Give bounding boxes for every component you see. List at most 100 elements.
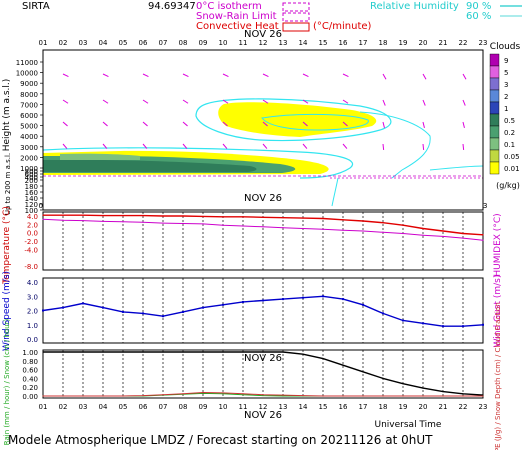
data-point — [442, 230, 444, 232]
wind-arrow — [422, 73, 427, 80]
hour-tick-label: 08 — [179, 39, 188, 47]
height-tick-label: 2000 — [20, 154, 38, 162]
y-tick-label: 0.20 — [22, 384, 38, 392]
hour-tick-label: 18 — [379, 403, 388, 411]
data-point — [482, 394, 484, 396]
y-tick-label: 1.0 — [27, 322, 38, 330]
rh-contour-low-stem — [331, 177, 339, 207]
data-point — [482, 239, 484, 241]
data-point — [262, 394, 264, 396]
rh-contour-upper-inner — [261, 113, 369, 131]
forecast-title: Modele Atmospherique LMDZ / Forecast sta… — [8, 433, 433, 447]
data-point — [122, 395, 124, 397]
cloud-scale-swatch — [489, 137, 500, 151]
y-tick-label: 2.0 — [27, 221, 38, 229]
data-point — [402, 383, 404, 385]
rh-contour-right — [359, 111, 431, 179]
height-tick-label: 3000 — [20, 144, 38, 152]
data-point — [42, 214, 44, 216]
wind-arrow — [462, 143, 465, 151]
height-tick-label: 8000 — [20, 91, 38, 99]
wind-speed-marker — [442, 325, 444, 328]
legend-snow-rain-label: Snow-Rain Limit — [196, 11, 277, 22]
cloud-scale-swatch — [489, 89, 500, 103]
wind-arrow — [302, 121, 308, 127]
hour-tick-label: 23 — [479, 39, 488, 47]
data-point — [202, 215, 204, 218]
upper-cloud-layer — [218, 102, 377, 137]
data-point — [62, 351, 64, 353]
data-point — [382, 377, 384, 379]
y-tick-label: -8.0 — [24, 263, 38, 271]
hour-tick-label: 16 — [339, 403, 348, 411]
data-point — [262, 226, 264, 228]
date-label-mid: NOV 26 — [244, 193, 282, 204]
data-point — [202, 223, 204, 225]
data-point — [422, 395, 424, 397]
hour-tick-label: 10 — [219, 39, 228, 47]
data-point — [62, 219, 64, 221]
wind-arrow — [342, 121, 348, 127]
height-tick-label: 1000 — [20, 165, 38, 173]
hour-tick-label: 20 — [419, 39, 428, 47]
y-tick-label: 1.00 — [22, 349, 38, 357]
cloud-section-panel: NOV 26 — [42, 49, 484, 211]
data-point — [342, 395, 344, 397]
wind-speed-marker — [142, 312, 144, 315]
legend-rh-90-label: 90 % — [466, 1, 491, 12]
hour-tick-label: 22 — [459, 403, 468, 411]
data-point — [222, 351, 224, 353]
rh-contour-tail — [429, 165, 484, 171]
data-point — [102, 220, 104, 223]
legend-rh-60-label: 60 % — [466, 11, 491, 22]
data-point — [442, 391, 444, 393]
wind-arrow — [422, 143, 425, 151]
wind-speed-marker — [362, 303, 364, 306]
data-point — [322, 228, 324, 230]
cloud-scale-label: 0.1 — [504, 141, 515, 149]
y-tick-label: 3.0 — [27, 293, 38, 301]
data-point — [82, 214, 84, 216]
wind-arrow — [222, 121, 228, 127]
hour-tick-label: 03 — [79, 403, 88, 411]
data-point — [322, 358, 324, 360]
site-label: SIRTA — [22, 1, 50, 12]
wind-arrow — [342, 143, 348, 149]
wind-speed-marker — [62, 306, 64, 309]
wind-arrow — [142, 99, 149, 104]
data-point — [122, 351, 124, 353]
wind-panel: 4.0 3.0 2.0 1.0 0.0 — [27, 278, 484, 344]
universal-time-label: Universal Time — [375, 420, 442, 430]
data-point — [402, 232, 404, 235]
hour-labels-top: 01 02 03 04 05 06 07 08 09 10 11 12 13 14 15 16 17 18 19 20… — [39, 39, 488, 47]
height-tick-label: 200 — [25, 177, 38, 185]
wind-arrow — [182, 99, 189, 104]
data-point — [342, 364, 344, 366]
wind-arrow — [462, 99, 466, 106]
wind-speed-marker — [162, 315, 164, 318]
wind-speed-marker — [182, 310, 184, 313]
wind-arrow — [382, 99, 386, 106]
height-axis-label: Height (m a.s.l.) — [2, 79, 12, 152]
height-tick-label: 180 — [25, 183, 38, 191]
cloud-scale-label: 3 — [504, 81, 508, 89]
cloud-scale-label: 0.2 — [504, 129, 515, 137]
cloud-scale-unit: (g/kg) — [496, 181, 520, 190]
height-axis: 11000 10000 9000 8000 7000 6000 5000 4000 3000 20… — [16, 59, 43, 215]
data-point — [222, 216, 224, 218]
data-point — [422, 227, 424, 230]
height-tick-label: 10000 — [16, 70, 38, 78]
hour-tick-label: 07 — [159, 403, 168, 411]
data-point — [462, 237, 464, 239]
hour-tick-label: 11 — [239, 39, 248, 47]
cloud-colour-scale: 9 5 3 2 1 0.5 0.2 0.1 0.05 0.01 — [489, 53, 520, 175]
data-point — [222, 392, 224, 394]
data-point — [142, 214, 144, 217]
wind-arrows — [62, 73, 467, 151]
hour-tick-label: 22 — [459, 39, 468, 47]
hour-tick-label: 05 — [119, 39, 128, 47]
height-tick-label: 140 — [25, 195, 38, 203]
data-point — [242, 394, 244, 396]
wind-arrow — [102, 143, 108, 149]
cloud-scale-label: 9 — [504, 57, 508, 65]
